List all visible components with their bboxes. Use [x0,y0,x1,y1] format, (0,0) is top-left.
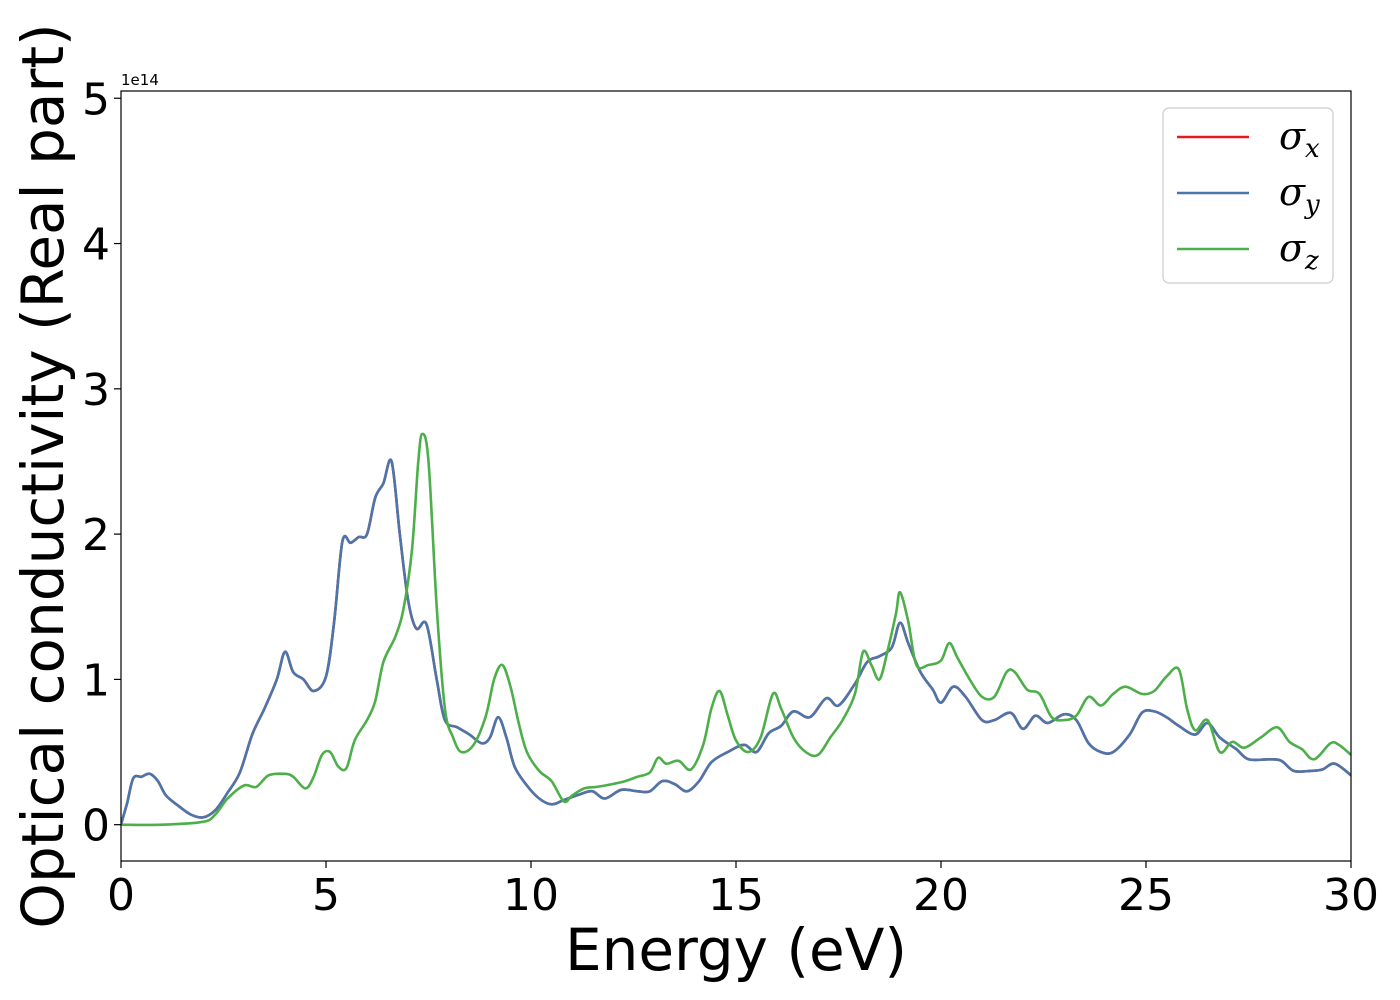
series-line-z [121,432,1351,827]
x-tick-label: 20 [913,870,969,921]
y-tick-label: 4 [82,220,110,271]
y-tick-label: 5 [82,74,110,125]
y-offset-text: 1e14 [121,71,159,89]
series-layer [121,432,1351,827]
x-axis-label: Energy (eV) [565,916,907,984]
x-axis: 0 5 10 15 20 25 30 [107,861,1379,921]
y-tick-label: 3 [82,365,110,416]
series-line-y [121,458,1351,826]
x-tick-label: 30 [1323,870,1379,921]
y-tick-label: 2 [82,510,110,561]
x-tick-label: 25 [1118,870,1174,921]
x-tick-label: 5 [312,870,340,921]
y-axis: 0 1 2 3 4 5 [82,74,121,852]
y-tick-label: 0 [82,801,110,852]
legend-box [1162,107,1334,284]
y-tick-label: 1 [82,655,110,706]
x-tick-label: 0 [107,870,135,921]
y-axis-label: Optical conductivity (Real part) [9,23,77,928]
x-tick-label: 10 [503,870,559,921]
x-tick-label: 15 [708,870,764,921]
